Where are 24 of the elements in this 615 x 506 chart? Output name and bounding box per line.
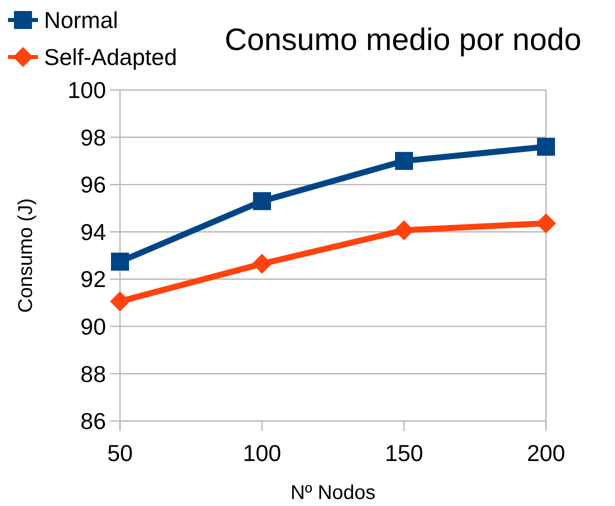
y-tick-label: 86 bbox=[80, 408, 106, 434]
y-tick-label: 96 bbox=[80, 172, 106, 198]
y-tick-label: 92 bbox=[80, 266, 106, 292]
chart-title: Consumo medio por nodo bbox=[224, 22, 582, 57]
x-tick-label: 50 bbox=[107, 440, 133, 466]
x-axis-title: Nº Nodos bbox=[290, 482, 376, 504]
y-axis-title: Consumo (J) bbox=[15, 198, 37, 313]
point bbox=[111, 252, 129, 271]
y-tick-label: 100 bbox=[68, 77, 106, 104]
point bbox=[110, 291, 130, 312]
y-tick-label: 90 bbox=[80, 313, 106, 340]
point bbox=[537, 138, 555, 156]
y-tick-label: 94 bbox=[80, 218, 106, 245]
point bbox=[253, 192, 271, 210]
y-tick-label: 98 bbox=[80, 124, 106, 150]
x-tick-label: 100 bbox=[242, 440, 282, 466]
x-tick-label: 200 bbox=[526, 440, 566, 466]
point bbox=[395, 152, 413, 170]
legend-label: Normal bbox=[44, 7, 118, 34]
point bbox=[394, 220, 414, 240]
legend-label: Self-Adapted bbox=[44, 44, 177, 70]
y-tick-label: 88 bbox=[80, 360, 106, 387]
x-tick-label: 150 bbox=[384, 440, 424, 466]
point bbox=[252, 254, 272, 274]
